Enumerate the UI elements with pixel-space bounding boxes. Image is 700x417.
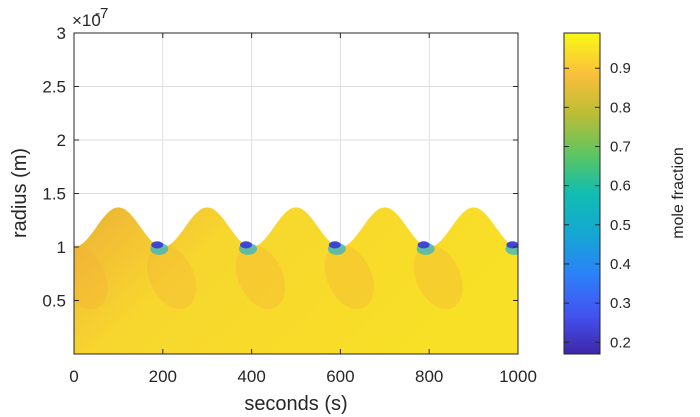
y-tick-label-0: 0.5 <box>42 292 66 311</box>
colorbar-label: mole fraction <box>670 147 687 239</box>
orange-plume-4 <box>413 244 463 310</box>
low-fraction-core-1 <box>240 241 253 249</box>
y-exponent-power: -7 <box>95 5 108 22</box>
x-axis-label: seconds (s) <box>244 393 347 415</box>
colorbar-tick-label-2: 0.4 <box>610 256 631 273</box>
y-axis-ticks: 0.5 1 1.5 2 2.5 3 <box>42 24 518 311</box>
low-fraction-core-2 <box>328 241 341 249</box>
x-tick-label-3: 600 <box>326 367 354 386</box>
x-tick-label-0: 0 <box>69 367 78 386</box>
colorbar <box>563 32 601 355</box>
colorbar-tick-label-3: 0.5 <box>610 217 631 234</box>
orange-plume-2 <box>235 244 286 310</box>
colorbar-ticks: 0.2 0.3 0.4 0.5 0.6 0.7 0.8 0.9 <box>564 60 631 351</box>
mole-fraction-region <box>74 207 518 354</box>
y-axis-label: radius (m) <box>9 148 31 238</box>
orange-plume-1 <box>147 244 197 310</box>
orange-plume-3 <box>324 244 374 310</box>
colorbar-tick-label-5: 0.7 <box>610 139 631 156</box>
y-exponent-base: ×10 <box>72 11 101 30</box>
low-fraction-core-0 <box>151 241 164 249</box>
y-tick-label-1: 1 <box>57 238 66 257</box>
y-tick-label-5: 3 <box>57 24 66 43</box>
colorbar-tick-label-1: 0.3 <box>610 295 631 312</box>
colorbar-tick-label-6: 0.8 <box>610 99 631 116</box>
x-axis-ticks: 0 200 400 600 800 1000 <box>69 33 537 386</box>
x-tick-label-1: 200 <box>149 367 177 386</box>
colorbar-tick-label-4: 0.6 <box>610 178 631 195</box>
low-fraction-core-3 <box>417 241 430 249</box>
y-tick-label-3: 2 <box>57 131 66 150</box>
y-tick-label-4: 2.5 <box>42 78 66 97</box>
x-tick-label-4: 800 <box>415 367 443 386</box>
colorbar-tick-label-0: 0.2 <box>610 334 631 351</box>
y-tick-label-2: 1.5 <box>42 185 66 204</box>
x-tick-label-2: 400 <box>237 367 265 386</box>
heatmap-field <box>74 207 518 354</box>
colorbar-tick-label-7: 0.9 <box>610 60 631 77</box>
x-tick-label-5: 1000 <box>499 367 537 386</box>
orange-plume-0 <box>74 244 108 310</box>
